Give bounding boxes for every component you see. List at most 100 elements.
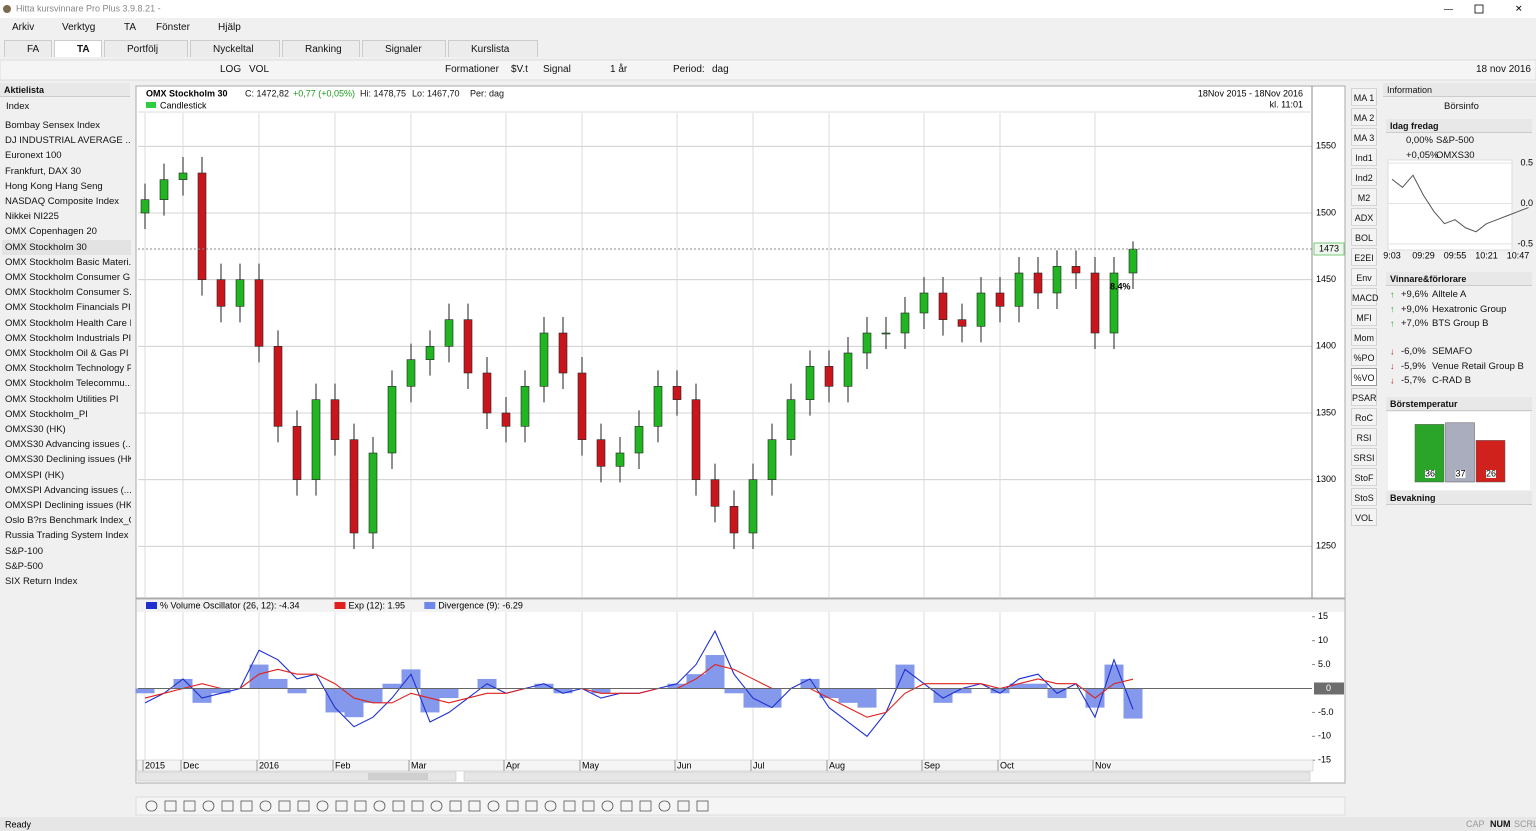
tool-icon[interactable] xyxy=(525,800,538,812)
indicator-button[interactable]: MA 2 xyxy=(1351,108,1377,126)
indicator-button[interactable]: E2EI xyxy=(1351,248,1377,266)
indicator-button[interactable]: MFI xyxy=(1351,308,1377,326)
indicator-button[interactable]: Env xyxy=(1351,268,1377,286)
tool-icon[interactable] xyxy=(240,800,253,812)
tool-icon[interactable] xyxy=(354,800,367,812)
list-item[interactable]: Oslo B?rs Benchmark Index_GI xyxy=(5,515,131,527)
toolbar-item[interactable]: 1 år xyxy=(610,64,628,75)
indicator-button[interactable]: VOL xyxy=(1351,508,1377,526)
list-item[interactable]: OMX Stockholm Consumer G... xyxy=(5,272,131,283)
list-item[interactable]: OMX Copenhagen 20 xyxy=(5,226,97,238)
maximize[interactable] xyxy=(1474,4,1484,14)
list-item[interactable]: OMXSPI Advancing issues (... xyxy=(5,484,131,496)
indicator-button[interactable]: M2 xyxy=(1351,188,1377,206)
list-item[interactable]: OMX Stockholm Utilities PI xyxy=(5,393,119,405)
tab[interactable]: Kurslista xyxy=(448,40,538,57)
tool-icon[interactable] xyxy=(411,800,424,812)
tab[interactable]: Portfölj xyxy=(104,40,188,57)
mover-name[interactable]: Alltele A xyxy=(1432,289,1467,300)
list-item[interactable]: OMX Stockholm Industrials PI xyxy=(5,332,131,344)
tool-icon[interactable] xyxy=(392,800,405,812)
list-item[interactable]: Russia Trading System Index xyxy=(5,530,129,542)
tool-icon[interactable] xyxy=(145,800,158,812)
indicator-button[interactable]: %PO xyxy=(1351,348,1377,366)
list-item[interactable]: Nikkei NI225 xyxy=(5,211,59,223)
list-item[interactable]: OMX Stockholm Basic Materi... xyxy=(5,256,131,268)
menu-item[interactable]: TA xyxy=(124,22,137,33)
tool-icon[interactable] xyxy=(259,800,272,812)
tool-icon[interactable] xyxy=(202,800,215,812)
toolbar-item[interactable]: VOL xyxy=(249,64,270,75)
list-item[interactable]: OMX Stockholm Telecommu... xyxy=(5,378,131,390)
tool-icon[interactable] xyxy=(639,800,652,812)
tab[interactable]: Signaler xyxy=(362,40,446,57)
tool-icon[interactable] xyxy=(278,800,291,812)
tool-icon[interactable] xyxy=(563,800,576,812)
indicator-button[interactable]: Mom xyxy=(1351,328,1377,346)
indicator-button[interactable]: MA 1 xyxy=(1351,88,1377,106)
indicator-button[interactable]: Ind1 xyxy=(1351,148,1377,166)
toolbar-item[interactable]: Period: xyxy=(673,64,705,75)
indicator-button[interactable]: %VO xyxy=(1351,368,1377,386)
list-item[interactable]: OMXSPI Declining issues (HK) xyxy=(5,500,131,511)
indicator-button[interactable]: StoS xyxy=(1351,488,1377,506)
menu-item[interactable]: Hjälp xyxy=(218,22,241,33)
info-tab[interactable]: Börsinfo xyxy=(1444,101,1479,112)
menu-item[interactable]: Arkiv xyxy=(12,22,35,33)
tool-icon[interactable] xyxy=(601,800,614,812)
tool-icon[interactable] xyxy=(297,800,310,812)
tool-icon[interactable] xyxy=(582,800,595,812)
tab[interactable]: Ranking xyxy=(282,40,360,57)
indicator-button[interactable]: StoF xyxy=(1351,468,1377,486)
toolbar-item[interactable]: Signal xyxy=(543,64,571,75)
mover-name[interactable]: BTS Group B xyxy=(1432,318,1489,329)
tab[interactable]: FA xyxy=(4,40,52,57)
list-item[interactable]: Bombay Sensex Index xyxy=(5,120,101,131)
close[interactable]: ✕ xyxy=(1515,3,1523,13)
list-item[interactable]: OMXSPI (HK) xyxy=(5,469,65,481)
tool-icon[interactable] xyxy=(468,800,481,812)
list-item[interactable]: OMXS30 (HK) xyxy=(5,424,66,435)
chart-style[interactable]: Candlestick xyxy=(160,100,207,110)
indicator-button[interactable]: ADX xyxy=(1351,208,1377,226)
list-item[interactable]: OMX Stockholm 30 xyxy=(2,239,131,255)
indicator-button[interactable]: RoC xyxy=(1351,408,1377,426)
mover-name[interactable]: Hexatronic Group xyxy=(1432,303,1507,315)
tool-icon[interactable] xyxy=(677,800,690,812)
list-item[interactable]: SIX Return Index xyxy=(5,576,78,587)
list-item[interactable]: Hong Kong Hang Seng xyxy=(5,180,103,192)
list-item[interactable]: OMXS30 Declining issues (HK) xyxy=(5,454,131,466)
list-item[interactable]: OMX Stockholm_PI xyxy=(5,408,88,420)
tool-icon[interactable] xyxy=(430,800,443,812)
list-item[interactable]: Frankfurt, DAX 30 xyxy=(5,165,82,177)
list-item[interactable]: S&P-500 xyxy=(5,560,44,572)
mover-name[interactable]: Venue Retail Group B xyxy=(1432,360,1524,372)
toolbar-item[interactable]: Formationer xyxy=(445,64,499,75)
list-item[interactable]: OMX Stockholm Technology PI xyxy=(5,363,131,375)
toolbar-item[interactable]: dag xyxy=(712,64,729,75)
toolbar-item[interactable]: $V.t xyxy=(511,64,528,75)
indicator-button[interactable]: BOL xyxy=(1351,228,1377,246)
list-item[interactable]: OMX Stockholm Financials PI xyxy=(5,302,131,314)
tool-icon[interactable] xyxy=(449,800,462,812)
menu-item[interactable]: Verktyg xyxy=(62,22,96,33)
toolbar-item[interactable]: LOG xyxy=(220,64,242,75)
list-item[interactable]: OMX Stockholm Oil & Gas PI xyxy=(5,348,129,359)
tool-icon[interactable] xyxy=(487,800,500,812)
tool-icon[interactable] xyxy=(183,800,196,812)
tool-icon[interactable] xyxy=(335,800,348,812)
tool-icon[interactable] xyxy=(696,800,709,812)
list-item[interactable]: OMXS30 Advancing issues (... xyxy=(5,439,131,451)
list-item[interactable]: DJ INDUSTRIAL AVERAGE ... xyxy=(5,135,131,147)
tool-icon[interactable] xyxy=(506,800,519,812)
mover-name[interactable]: SEMAFO xyxy=(1432,346,1473,357)
tool-icon[interactable] xyxy=(316,800,329,812)
indicator-button[interactable]: MACD xyxy=(1351,288,1379,306)
tool-icon[interactable] xyxy=(544,800,557,812)
tab[interactable]: TA xyxy=(54,40,102,57)
tool-icon[interactable] xyxy=(373,800,386,812)
list-item[interactable]: Euronext 100 xyxy=(5,150,62,162)
tool-icon[interactable] xyxy=(164,800,177,812)
tool-icon[interactable] xyxy=(221,800,234,812)
tool-icon[interactable] xyxy=(620,800,633,812)
